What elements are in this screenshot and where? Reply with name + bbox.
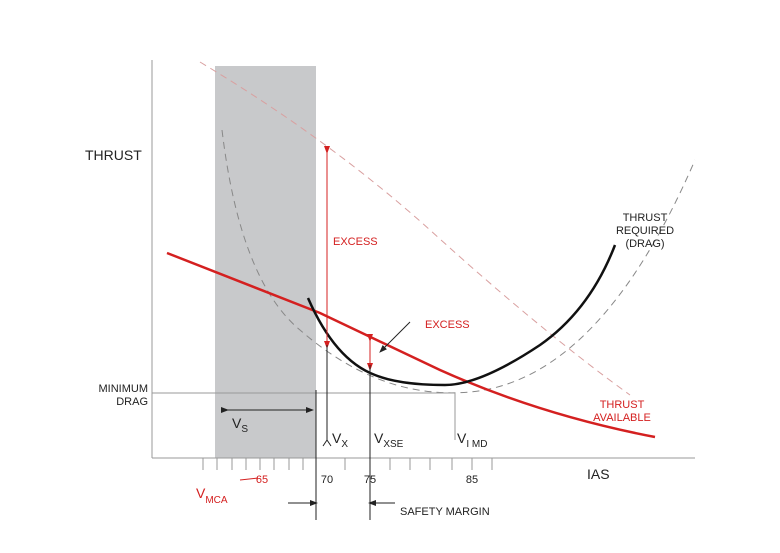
- thrust-available-curve: [166, 251, 656, 439]
- dashed-available: [199, 61, 631, 396]
- y-axis-label: THRUST: [85, 147, 142, 163]
- vimd-label: VI MD: [457, 430, 487, 450]
- excess-label: EXCESS: [333, 236, 378, 248]
- stall-band: [215, 66, 316, 458]
- excess-pointer: [379, 321, 411, 353]
- tick-label: 85: [466, 474, 478, 486]
- x-axis-label: IAS: [587, 466, 610, 482]
- tick-label: 75: [364, 474, 376, 486]
- vxse-label: VXSE: [374, 430, 404, 450]
- vmca-label: VMCA: [196, 485, 228, 506]
- thrust-available-label: THRUST AVAILABLE: [593, 399, 651, 424]
- vx-label: VX: [332, 430, 348, 450]
- tick-arrow: [322, 439, 332, 447]
- minimum-drag-label: MINIMUM DRAG: [99, 383, 149, 408]
- dashed-required: [221, 129, 696, 394]
- vmca-leader: [239, 477, 259, 481]
- excess-label: EXCESS: [425, 319, 470, 331]
- tick-label: 65: [256, 474, 268, 486]
- x-ticks: [202, 458, 493, 470]
- thrust-required-curve: [306, 244, 617, 387]
- thrust-required-label: THRUST REQUIRED (DRAG): [616, 212, 674, 250]
- safety-margin-label: SAFETY MARGIN: [400, 506, 490, 518]
- tick-label: 70: [321, 474, 333, 486]
- vs-label: VS: [232, 415, 248, 435]
